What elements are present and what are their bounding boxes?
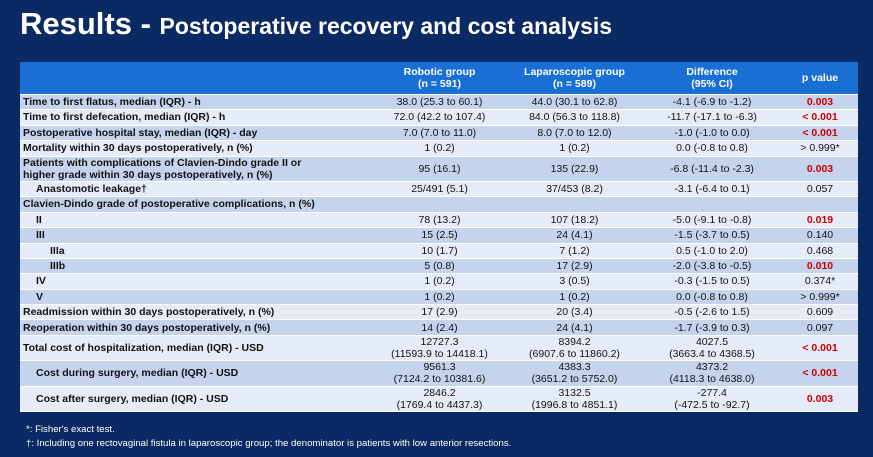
header-p-value: p value: [782, 62, 858, 95]
table-row: Patients with complications of Clavien-D…: [20, 156, 858, 182]
table-row: Anastomotic leakage† 25/491 (5.1) 37/453 (…: [20, 181, 858, 198]
footnote-fistula: †: Including one rectovaginal fistula in…: [26, 438, 512, 449]
results-table: Robotic group (n = 591) Laparoscopic grou…: [20, 62, 858, 413]
table-row: Postoperative hospital stay, median (IQR…: [20, 125, 858, 142]
footnote-fisher: *: Fisher's exact test.: [26, 424, 115, 435]
table-row: II 78 (13.2) 107 (18.2) -5.0 (-9.1 to -0.8)…: [20, 212, 858, 229]
header-difference: Difference (95% CI): [642, 62, 782, 95]
table-row: Cost during surgery, median (IQR) - USD …: [20, 360, 858, 387]
table-row: IIIa 10 (1.7) 7 (1.2) 0.5 (-1.0 to 2.0) 0.46…: [20, 243, 858, 259]
table-row: Mortality within 30 days postoperatively…: [20, 140, 858, 157]
slide-title: Results - Postoperative recovery and cos…: [20, 6, 612, 42]
table-row: IV 1 (0.2) 3 (0.5) -0.3 (-1.5 to 0.5) 0.374*: [20, 273, 858, 290]
table-row: Reoperation within 30 days postoperative…: [20, 319, 858, 336]
table-header-row: Robotic group (n = 591) Laparoscopic grou…: [20, 62, 858, 95]
table-row: IIIb 5 (0.8) 17 (2.9) -2.0 (-3.8 to -0.5) 0.…: [20, 258, 858, 275]
table-row: Readmission within 30 days postoperative…: [20, 304, 858, 321]
table-row: Cost after surgery, median (IQR) - USD 2…: [20, 386, 858, 413]
header-laparoscopic: Laparoscopic group (n = 589): [507, 62, 642, 95]
header-blank: [20, 62, 372, 95]
header-robotic: Robotic group (n = 591): [372, 62, 507, 95]
table-row: Time to first defecation, median (IQR) -…: [20, 109, 858, 126]
title-main: Results -: [20, 6, 160, 41]
table-row: Time to first flatus, median (IQR) - h 38…: [20, 94, 858, 111]
table-row: III 15 (2.5) 24 (4.1) -1.5 (-3.7 to 0.5) 0.1…: [20, 227, 858, 244]
title-sub: Postoperative recovery and cost analysis: [159, 13, 613, 39]
table-row: Total cost of hospitalization, median (I…: [20, 335, 858, 362]
table-row: Clavien-Dindo grade of postoperative com…: [20, 196, 858, 213]
